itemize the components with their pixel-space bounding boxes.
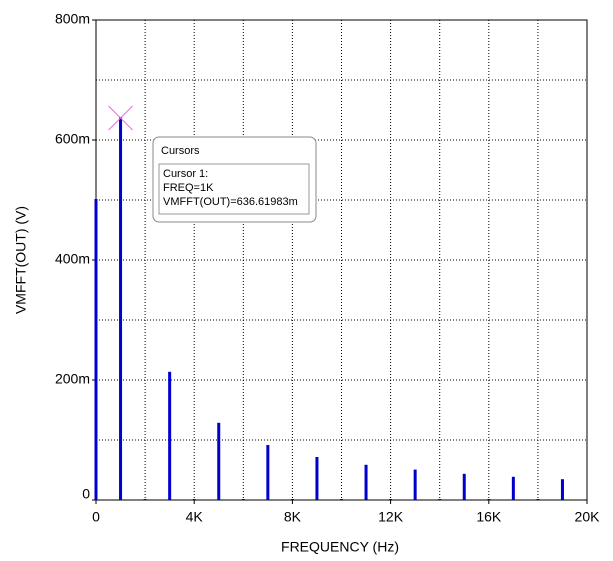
x-tick-label: 8K [284,509,302,525]
x-axis-label: FREQUENCY (Hz) [281,539,399,555]
bar [487,499,491,500]
cursor-line: Cursor 1: [163,168,208,180]
x-tick-label: 12K [378,509,404,525]
bar [266,445,270,500]
y-tick-label: 200m [55,371,90,387]
bar [168,371,172,500]
bar [364,464,368,500]
bar [290,499,294,500]
y-tick-label: 600m [55,131,90,147]
bar [119,117,123,500]
x-tick-label: 16K [476,509,502,525]
y-tick-label: 0 [82,486,90,502]
bar [315,457,319,500]
bar [560,479,564,500]
x-tick-label: 4K [186,509,204,525]
bar [340,499,343,500]
bar [413,469,417,500]
bar [143,499,147,500]
cursor-box-inner [158,163,310,215]
bar [241,499,245,500]
bar [438,499,442,500]
bar [94,199,98,500]
cursor-marker [108,105,133,131]
bar [511,476,515,500]
bar [462,473,466,500]
cursor-box-title: Cursors [161,145,200,157]
y-axis-label: VMFFT(OUT) (V) [13,206,29,314]
cursor-line: FREQ=1K [163,182,214,194]
bar [217,422,221,500]
x-tick-label: 0 [92,509,100,525]
y-tick-label: 400m [55,251,90,267]
bar [192,499,196,500]
y-tick-label: 800m [55,11,90,27]
cursor-box: Cursors Cursor 1: FREQ=1K VMFFT(OUT)=636.61… [152,136,317,223]
cursor-line: VMFFT(OUT)=636.61983m [163,196,298,208]
bar [536,499,540,500]
x-tick-label: 20K [575,509,601,525]
bar [389,499,393,500]
